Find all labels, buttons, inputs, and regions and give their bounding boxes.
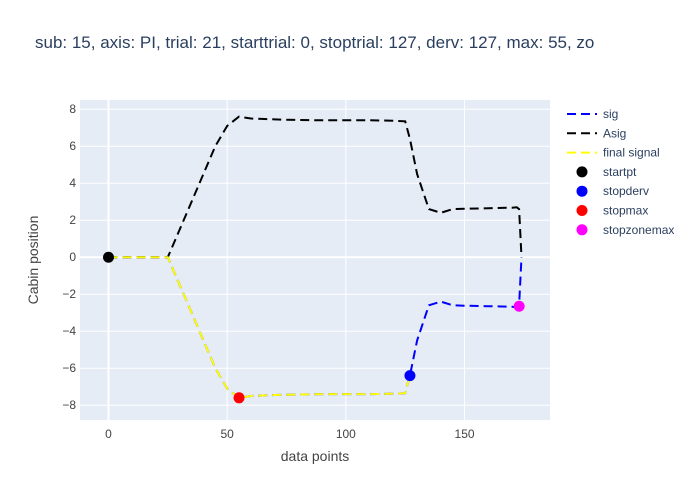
x-axis-title: data points bbox=[281, 448, 350, 464]
legend-label: sig bbox=[603, 107, 618, 121]
y-tick-label: −4 bbox=[62, 324, 76, 338]
legend-item-stopmax[interactable]: stopmax bbox=[576, 204, 649, 218]
y-tick-label: 4 bbox=[69, 176, 76, 190]
legend-swatch bbox=[576, 205, 588, 216]
x-axis-ticks: 0 50 100 150 bbox=[105, 427, 475, 441]
legend-item-stopderv[interactable]: stopderv bbox=[576, 184, 650, 198]
legend-label: final signal bbox=[603, 146, 660, 160]
legend-label: stopderv bbox=[603, 184, 649, 198]
y-axis-title: Cabin position bbox=[25, 216, 41, 305]
y-tick-label: 0 bbox=[69, 250, 76, 264]
y-axis-ticks: −8 −6 −4 −2 0 2 4 6 8 bbox=[62, 102, 76, 412]
y-tick-label: −2 bbox=[62, 287, 76, 301]
marker-startpt bbox=[102, 251, 114, 263]
legend-label: stopzonemax bbox=[603, 223, 674, 237]
legend-item-sig[interactable]: sig bbox=[567, 107, 618, 121]
x-tick-label: 150 bbox=[455, 427, 475, 441]
y-tick-label: 2 bbox=[69, 213, 76, 227]
series-lines bbox=[108, 115, 523, 399]
y-tick-label: −8 bbox=[62, 398, 76, 412]
legend-swatch bbox=[576, 185, 588, 197]
plot-background bbox=[80, 100, 550, 420]
marker-stopmax bbox=[233, 392, 245, 404]
series-markers bbox=[102, 251, 525, 404]
legend-label: stopmax bbox=[603, 204, 648, 218]
legend-item-Asig[interactable]: Asig bbox=[567, 126, 626, 140]
x-tick-label: 100 bbox=[336, 427, 356, 441]
y-tick-label: 8 bbox=[69, 102, 76, 116]
series-line-final-signal bbox=[108, 256, 411, 399]
x-tick-label: 50 bbox=[220, 427, 234, 441]
legend-item-final-signal[interactable]: final signal bbox=[567, 146, 660, 160]
legend-label: Asig bbox=[603, 126, 626, 140]
marker-stopderv bbox=[404, 370, 416, 382]
legend[interactable]: sig Asig final signal startpt stopderv stopma… bbox=[567, 107, 674, 237]
legend-swatch bbox=[576, 224, 588, 236]
chart-title: sub: 15, axis: PI, trial: 21, starttrial… bbox=[35, 33, 595, 52]
marker-stopzonemax bbox=[513, 300, 525, 312]
legend-swatch bbox=[576, 166, 588, 178]
y-tick-label: −6 bbox=[62, 361, 76, 375]
x-tick-label: 0 bbox=[105, 427, 112, 441]
y-tick-label: 6 bbox=[69, 139, 76, 153]
legend-label: startpt bbox=[603, 165, 637, 179]
legend-item-stopzonemax[interactable]: stopzonemax bbox=[576, 223, 675, 237]
legend-item-startpt[interactable]: startpt bbox=[576, 165, 638, 179]
